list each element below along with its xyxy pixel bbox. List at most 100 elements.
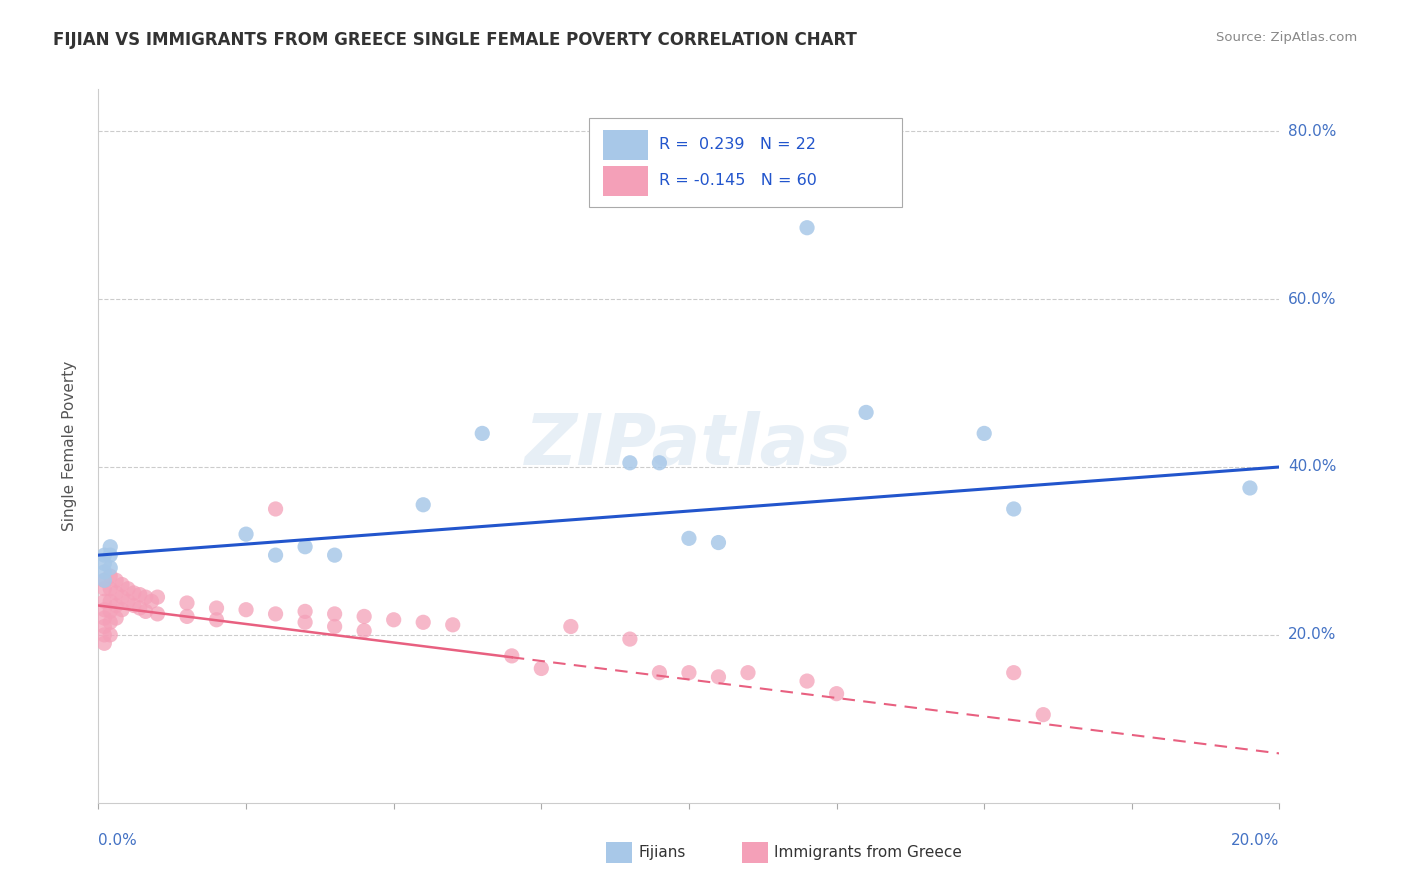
Point <box>678 532 700 546</box>
Point <box>98 615 121 630</box>
Point <box>1002 502 1025 516</box>
Point <box>176 609 198 624</box>
Bar <box>603 130 648 160</box>
Text: R =  0.239   N = 22: R = 0.239 N = 22 <box>659 137 817 153</box>
Point <box>93 603 115 617</box>
Point <box>825 687 848 701</box>
Point <box>471 426 494 441</box>
Point <box>412 615 434 630</box>
Point <box>382 613 405 627</box>
Point <box>98 560 121 574</box>
Point <box>796 220 818 235</box>
Point <box>98 540 121 554</box>
Point <box>707 535 730 549</box>
Point <box>648 456 671 470</box>
Point <box>98 582 121 596</box>
Point <box>98 628 121 642</box>
Point <box>105 611 128 625</box>
Point <box>93 636 115 650</box>
Point <box>93 594 115 608</box>
Point <box>1032 707 1054 722</box>
Point <box>205 613 228 627</box>
Point <box>264 548 287 562</box>
Point <box>737 665 759 680</box>
Point <box>264 502 287 516</box>
Point <box>1239 481 1261 495</box>
Point <box>93 628 115 642</box>
Text: 20.0%: 20.0% <box>1232 833 1279 848</box>
Y-axis label: Single Female Poverty: Single Female Poverty <box>62 361 77 531</box>
Point <box>105 574 128 588</box>
Point <box>93 548 115 562</box>
Point <box>648 665 671 680</box>
Bar <box>606 842 633 863</box>
Point <box>105 599 128 613</box>
Point <box>176 596 198 610</box>
Point <box>619 456 641 470</box>
Point <box>117 582 139 596</box>
Point <box>205 601 228 615</box>
Point <box>93 582 115 596</box>
Text: 80.0%: 80.0% <box>1288 124 1336 138</box>
Point <box>412 498 434 512</box>
Text: 0.0%: 0.0% <box>98 833 138 848</box>
Point <box>135 590 157 604</box>
Point <box>98 604 121 618</box>
Point <box>105 586 128 600</box>
Point <box>855 405 877 419</box>
Point <box>707 670 730 684</box>
Point <box>117 594 139 608</box>
Point <box>93 565 115 579</box>
Point <box>323 619 346 633</box>
Text: 40.0%: 40.0% <box>1288 459 1336 475</box>
Text: R = -0.145   N = 60: R = -0.145 N = 60 <box>659 173 817 188</box>
Text: 60.0%: 60.0% <box>1288 292 1336 307</box>
Point <box>1002 665 1025 680</box>
Point <box>93 611 115 625</box>
Point <box>353 609 375 624</box>
Text: Immigrants from Greece: Immigrants from Greece <box>773 846 962 860</box>
Point <box>619 632 641 646</box>
Point <box>323 607 346 621</box>
Point <box>323 548 346 562</box>
FancyBboxPatch shape <box>589 118 901 207</box>
Bar <box>742 842 768 863</box>
Point <box>93 574 115 588</box>
Point <box>294 604 316 618</box>
Point <box>146 590 169 604</box>
Point <box>141 594 163 608</box>
Point <box>111 577 134 591</box>
Point <box>98 548 121 562</box>
Point <box>560 619 582 633</box>
Point <box>93 574 115 588</box>
Point <box>796 674 818 689</box>
Point <box>353 624 375 638</box>
Point <box>264 607 287 621</box>
Text: 20.0%: 20.0% <box>1288 627 1336 642</box>
Bar <box>603 166 648 195</box>
Point <box>294 615 316 630</box>
Point <box>122 599 145 613</box>
Point <box>98 569 121 583</box>
Point <box>678 665 700 680</box>
Point <box>530 661 553 675</box>
Point <box>135 604 157 618</box>
Point <box>294 540 316 554</box>
Point <box>128 601 150 615</box>
Text: ZIPatlas: ZIPatlas <box>526 411 852 481</box>
Point <box>235 527 257 541</box>
Point <box>98 594 121 608</box>
Point <box>93 557 115 571</box>
Point <box>501 648 523 663</box>
Text: Fijians: Fijians <box>638 846 686 860</box>
Text: Source: ZipAtlas.com: Source: ZipAtlas.com <box>1216 31 1357 45</box>
Point <box>122 586 145 600</box>
Point <box>93 619 115 633</box>
Point <box>146 607 169 621</box>
Point <box>111 590 134 604</box>
Point <box>441 617 464 632</box>
Point <box>128 588 150 602</box>
Text: FIJIAN VS IMMIGRANTS FROM GREECE SINGLE FEMALE POVERTY CORRELATION CHART: FIJIAN VS IMMIGRANTS FROM GREECE SINGLE … <box>53 31 858 49</box>
Point <box>111 603 134 617</box>
Point <box>235 603 257 617</box>
